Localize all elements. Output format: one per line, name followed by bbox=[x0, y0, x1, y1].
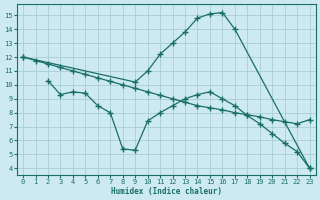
X-axis label: Humidex (Indice chaleur): Humidex (Indice chaleur) bbox=[111, 187, 222, 196]
